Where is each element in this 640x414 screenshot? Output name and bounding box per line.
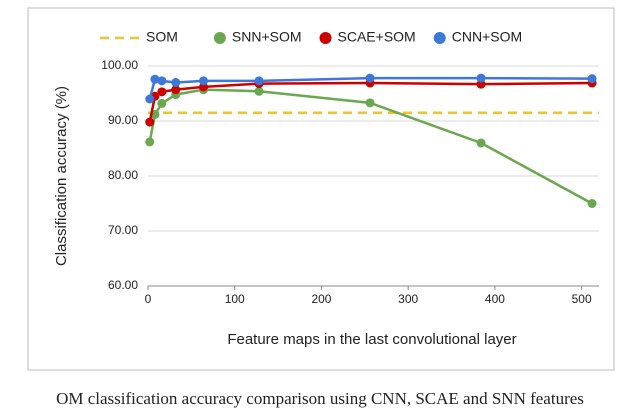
data-point bbox=[145, 94, 155, 104]
data-point bbox=[476, 138, 486, 148]
data-point bbox=[254, 86, 264, 96]
x-tick-label: 200 bbox=[311, 292, 331, 306]
data-point bbox=[199, 76, 209, 86]
caption: OM classification accuracy comparison us… bbox=[56, 389, 584, 408]
data-point bbox=[171, 78, 181, 87]
legend-swatch bbox=[433, 32, 446, 44]
x-tick-label: 0 bbox=[145, 292, 152, 306]
y-tick-label: 70.00 bbox=[108, 223, 138, 237]
legend-swatch bbox=[213, 32, 226, 44]
data-point bbox=[254, 76, 264, 86]
y-tick-label: 80.00 bbox=[108, 168, 138, 182]
x-axis-label: Feature maps in the last convolutional l… bbox=[227, 331, 516, 348]
data-point bbox=[157, 87, 167, 97]
data-point bbox=[171, 85, 181, 95]
data-point bbox=[476, 73, 486, 83]
x-tick-label: 100 bbox=[225, 292, 245, 306]
x-tick-label: 300 bbox=[398, 292, 418, 306]
data-point bbox=[365, 73, 375, 83]
legend-label: SNN+SOM bbox=[232, 29, 302, 45]
x-tick-label: 400 bbox=[485, 292, 505, 306]
legend-label: CNN+SOM bbox=[452, 29, 522, 45]
y-tick-label: 100.00 bbox=[101, 58, 138, 72]
legend-label: SOM bbox=[146, 29, 178, 45]
data-point bbox=[145, 137, 155, 147]
data-point bbox=[587, 74, 597, 84]
x-tick-label: 500 bbox=[572, 292, 592, 306]
data-point bbox=[157, 76, 167, 86]
data-point bbox=[365, 98, 375, 108]
legend-label: SCAE+SOM bbox=[338, 29, 416, 45]
data-point bbox=[150, 74, 160, 84]
chart-frame bbox=[27, 7, 615, 371]
y-axis-label: Classification accuracy (%) bbox=[53, 86, 70, 266]
data-point bbox=[157, 98, 167, 108]
data-point bbox=[587, 199, 597, 208]
legend-swatch bbox=[319, 32, 332, 44]
y-tick-label: 90.00 bbox=[108, 113, 138, 127]
y-tick-label: 60.00 bbox=[108, 278, 138, 292]
data-point bbox=[145, 117, 155, 127]
